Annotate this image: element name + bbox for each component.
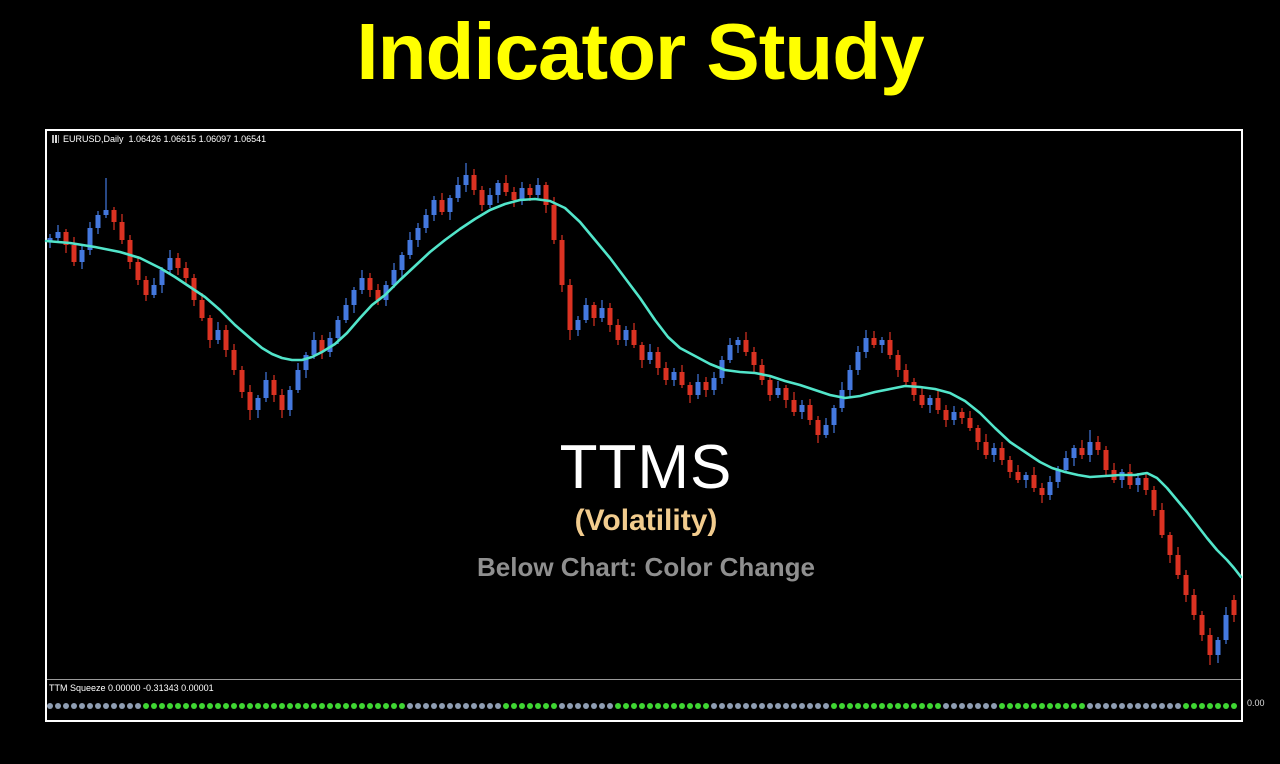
page-title: Indicator Study bbox=[356, 7, 924, 96]
chart-window bbox=[45, 129, 1243, 722]
indicator-label: TTM Squeeze 0.00000 -0.31343 0.00001 bbox=[49, 683, 214, 693]
chart-icon bbox=[52, 135, 59, 143]
price-axis-label: 0.00 bbox=[1247, 698, 1265, 708]
symbol-row: EURUSD,Daily 1.06426 1.06615 1.06097 1.0… bbox=[52, 134, 266, 144]
symbol-label: EURUSD,Daily 1.06426 1.06615 1.06097 1.0… bbox=[63, 134, 267, 144]
pane-separator bbox=[47, 679, 1241, 680]
